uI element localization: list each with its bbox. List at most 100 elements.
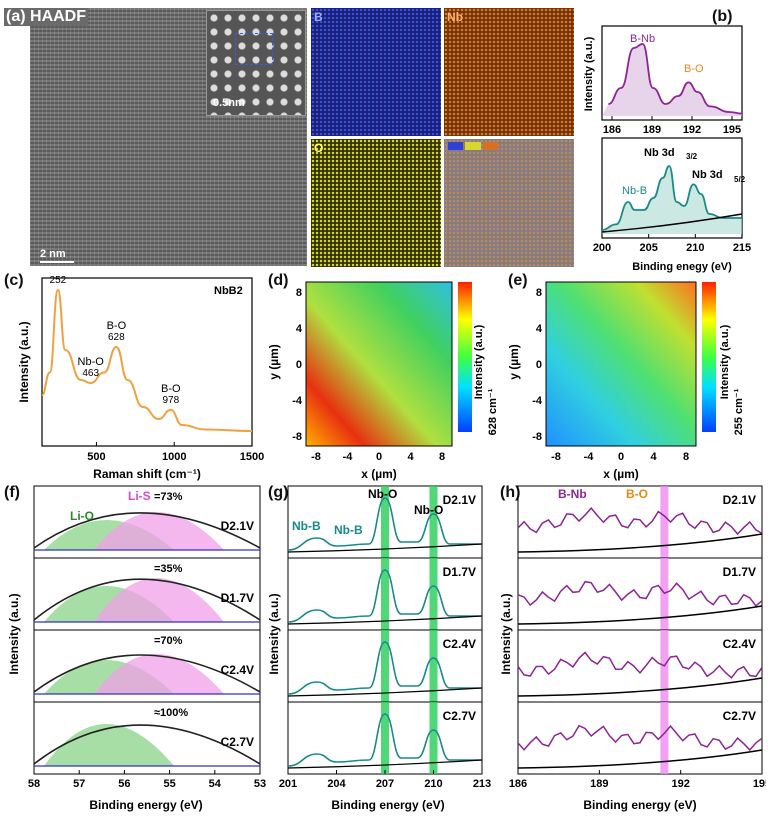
g-line-2 xyxy=(287,641,482,695)
h-line-3 xyxy=(517,724,763,752)
g-baseline-3 xyxy=(287,759,483,769)
b-top-ticks: 186 189 192 195 xyxy=(603,116,741,134)
g-ticks: 201 204 207 210 213 xyxy=(279,770,491,790)
f-stack-state-1: D1.7V xyxy=(221,591,254,605)
f-stack-state-0: D2.1V xyxy=(221,519,254,533)
inset-lattice-overlay xyxy=(235,33,273,65)
b-top-ticklabel-2: 192 xyxy=(683,124,701,134)
eds-map-overlay xyxy=(444,139,574,267)
g-ticks-ticklabel-3: 210 xyxy=(424,778,442,790)
e-ticks-y-0: -8 xyxy=(532,431,542,443)
label-h-bo: B-O xyxy=(626,487,648,501)
c-ticklabel-2: 1500 xyxy=(240,451,264,463)
panel-f-label: (f) xyxy=(4,484,20,501)
f-li-o-peak-3 xyxy=(44,724,174,766)
label-h-bnb: B-Nb xyxy=(558,487,587,501)
label-nb3d52: Nb 3d xyxy=(692,169,723,181)
label-g-nbo-1: Nb-O xyxy=(368,487,397,501)
e-ticks-y-3: 4 xyxy=(536,323,543,335)
colorbar-d-label: Intensity (a.u.) xyxy=(473,324,485,399)
d-ticks-y-0: -8 xyxy=(292,431,302,443)
eds-map-nb: Nb xyxy=(444,8,574,136)
e-ticks-y-4: 8 xyxy=(536,287,542,299)
h-stack-frame-3 xyxy=(517,701,763,775)
g-stack-state-2: C2.4V xyxy=(443,637,476,651)
f-ticks: 58 57 56 55 54 53 xyxy=(28,770,266,790)
haadf-image: 0.5nm 2 nm xyxy=(30,8,307,266)
colorbar-e-label: Intensity (a.u.) xyxy=(719,324,731,399)
f-envelope-1 xyxy=(33,578,261,621)
panel-c-label: (c) xyxy=(4,272,24,289)
f-ratio-1: =35% xyxy=(154,563,183,575)
f-stack-state-3: C2.7V xyxy=(221,735,254,749)
panel-d-label: (d) xyxy=(268,272,289,289)
h-stack-state-3: C2.7V xyxy=(723,709,756,723)
g-stack-state-1: D1.7V xyxy=(443,565,476,579)
f-ticks-ticklabel-2: 56 xyxy=(118,778,130,790)
g-ticks-ticklabel-4: 213 xyxy=(473,778,491,790)
h-baseline-1 xyxy=(517,605,763,625)
label-b-o: B-O xyxy=(684,63,704,75)
legend-swatch-o xyxy=(465,142,481,150)
chart-h-xlabel: Binding energy (eV) xyxy=(583,798,696,812)
e-ticks-y-2: 0 xyxy=(536,359,542,371)
panel-b-label: (b) xyxy=(712,8,733,25)
b-top-plot xyxy=(602,43,743,116)
f-ratio-2: =70% xyxy=(154,635,183,647)
chart-b-top: Intensity (a.u.) B-Nb B-O 186 189 192 195 xyxy=(583,25,743,134)
h-baseline-3 xyxy=(517,749,763,769)
f-ticks-ticklabel-0: 58 xyxy=(28,778,40,790)
g-band-2-2 xyxy=(429,630,438,702)
chart-c-frame xyxy=(41,277,253,447)
chart-d: Intensity (a.u.) 628 cm⁻¹ y (µm) -8 -4 0 4 8… xyxy=(268,281,499,481)
h-ticks-ticklabel-3: 195 xyxy=(753,778,766,790)
g-stack: D2.1V D1.7V C2.4V C2.7V xyxy=(287,485,483,775)
f-stack: =73% D2.1V =35% D1.7V =70% C2.4V ≈100% C2.7V xyxy=(33,485,261,775)
e-ticks-x-3: 4 xyxy=(650,451,657,463)
b-bot-ticklabel-2: 210 xyxy=(686,242,704,254)
d-ticks-y-1: -4 xyxy=(292,395,303,407)
d-ticks-y-2: 0 xyxy=(296,359,302,371)
eds-map-nb-label: Nb xyxy=(447,10,463,24)
f-ratio-3: ≈100% xyxy=(154,707,188,719)
chart-g-ylabel: Intensity (a.u.) xyxy=(268,593,281,674)
g-band-2-0 xyxy=(429,486,438,558)
chart-h-ylabel: Intensity (a.u.) xyxy=(500,593,513,674)
f-ratio-0: =73% xyxy=(154,491,183,503)
d-ticks-y-4: 8 xyxy=(296,287,302,299)
b-top-ticklabel-0: 186 xyxy=(603,124,621,134)
b-bot-fill xyxy=(602,166,742,234)
c-peak-name-0: Nb-O xyxy=(45,272,72,275)
b-bot-ticklabel-3: 215 xyxy=(733,242,751,254)
chart-c: Intensity (a.u.) NbB2 Nb-O252Nb-O463B-O6… xyxy=(17,272,264,481)
h-stack-state-0: D2.1V xyxy=(723,493,756,507)
label-nb3d52-sub: 5/2 xyxy=(734,175,746,184)
b-bot-ticklabel-0: 200 xyxy=(593,242,611,254)
f-stack-frame-3 xyxy=(33,701,261,775)
c-ticklabel-0: 500 xyxy=(87,451,105,463)
eds-map-o-label: O xyxy=(314,141,324,155)
h-band-3 xyxy=(660,702,669,774)
h-ticks-ticklabel-2: 192 xyxy=(671,778,689,790)
chart-c-xlabel: Raman shift (cm⁻¹) xyxy=(93,467,201,481)
c-ticklabel-1: 1000 xyxy=(162,451,186,463)
b-bot-ticklabel-1: 205 xyxy=(639,242,657,254)
h-ticks-ticklabel-1: 189 xyxy=(590,778,608,790)
g-stack-state-3: C2.7V xyxy=(443,709,476,723)
c-peak-name-3: B-O xyxy=(161,383,181,395)
label-g-nbb-1: Nb-B xyxy=(292,519,321,533)
h-stack-state-1: D1.7V xyxy=(723,565,756,579)
chart-c-ylabel: Intensity (a.u.) xyxy=(17,321,31,402)
g-line-3 xyxy=(287,713,482,767)
colorbar-d-unit: 628 cm⁻¹ xyxy=(487,388,499,435)
chart-e-ylabel: y (µm) xyxy=(508,344,521,380)
f-li-s-peak-1 xyxy=(94,578,224,622)
g-band-1-2 xyxy=(381,630,389,702)
label-nb3d32: Nb 3d xyxy=(644,147,675,159)
heatmap-d xyxy=(305,281,453,447)
d-ticks-x-1: -4 xyxy=(343,451,354,463)
g-baseline-2 xyxy=(287,687,483,697)
g-baseline-1 xyxy=(287,615,483,625)
eds-map-b: B xyxy=(311,8,441,136)
